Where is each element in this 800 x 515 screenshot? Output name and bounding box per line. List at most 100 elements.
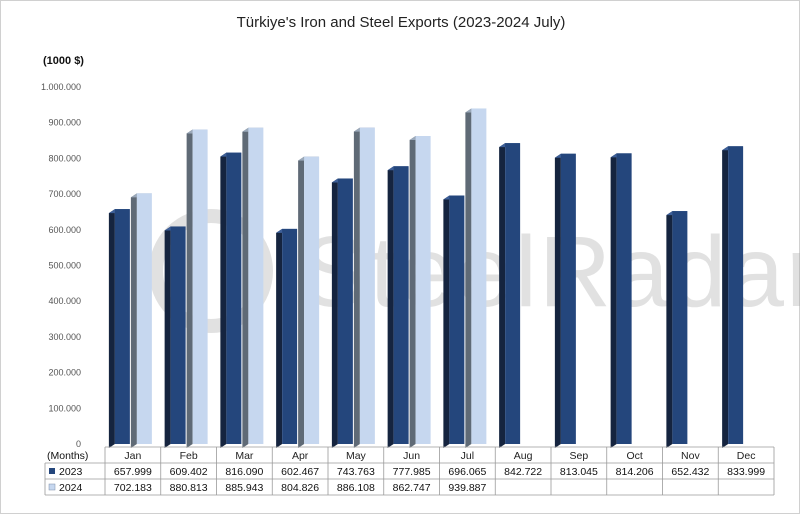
y-tick-label: 900.000 — [48, 118, 81, 128]
bar-2023-may — [331, 178, 353, 448]
x-tick-label: Apr — [292, 450, 309, 462]
bar-front — [170, 226, 186, 444]
bar-2023-dec — [722, 146, 744, 448]
bar-side — [722, 146, 729, 448]
data-label-2024-feb: 880.813 — [170, 482, 208, 494]
data-label-2024-jul: 939.887 — [448, 482, 486, 494]
bar-side — [186, 129, 193, 449]
chart-title: Türkiye's Iron and Steel Exports (2023-2… — [237, 14, 566, 31]
bar-2024-jan — [130, 193, 152, 448]
y-tick-label: 200.000 — [48, 368, 81, 378]
unit-label: (1000 $) — [43, 55, 84, 67]
data-label-2023-aug: 842.722 — [504, 466, 542, 478]
bar-side — [220, 152, 227, 448]
bar-front — [337, 178, 353, 444]
bar-front — [114, 209, 130, 444]
y-tick-label: 400.000 — [48, 296, 81, 306]
bar-2023-nov — [666, 211, 688, 448]
legend-label-2024: 2024 — [59, 482, 83, 494]
bar-front — [226, 152, 242, 444]
bar-2023-jan — [108, 209, 130, 448]
bar-2024-feb — [186, 129, 208, 449]
bar-front — [449, 195, 465, 444]
data-label-2023-feb: 609.402 — [170, 466, 208, 478]
bar-front — [415, 135, 431, 444]
data-label-2023-mar: 816.090 — [225, 466, 263, 478]
bar-front — [560, 153, 576, 445]
bar-side — [164, 226, 171, 448]
bar-front — [505, 143, 521, 444]
bar-side — [387, 166, 394, 449]
bar-side — [610, 153, 617, 448]
bar-2023-oct — [610, 153, 632, 448]
bar-front — [616, 153, 632, 444]
y-tick-label: 0 — [76, 439, 81, 449]
bar-front — [192, 129, 208, 445]
x-tick-label: May — [346, 450, 367, 462]
bar-2023-jul — [443, 195, 465, 448]
y-tick-label: 500.000 — [48, 261, 81, 271]
data-label-2024-may: 886.108 — [337, 482, 375, 494]
data-label-2023-dec: 833.999 — [727, 466, 765, 478]
bar-side — [409, 135, 416, 448]
data-label-2023-jan: 657.999 — [114, 466, 152, 478]
x-tick-label: Oct — [626, 450, 642, 462]
x-tick-label: Mar — [235, 450, 254, 462]
data-label-2023-oct: 814.206 — [616, 466, 654, 478]
bar-2023-sep — [554, 153, 576, 449]
x-tick-label: Dec — [737, 450, 756, 462]
data-label-2023-nov: 652.432 — [671, 466, 709, 478]
y-tick-label: 100.000 — [48, 403, 81, 413]
bar-front — [282, 228, 298, 444]
bar-front — [728, 146, 744, 444]
bar-2023-mar — [220, 152, 242, 448]
y-tick-label: 600.000 — [48, 225, 81, 235]
data-label-2024-apr: 804.826 — [281, 482, 319, 494]
bar-side — [443, 195, 450, 448]
y-tick-label: 1.000.000 — [41, 82, 81, 92]
bar-2024-may — [353, 127, 375, 448]
bar-side — [465, 108, 472, 449]
y-tick-label: 800.000 — [48, 153, 81, 163]
bars — [108, 108, 744, 449]
bar-2024-jul — [465, 108, 487, 449]
bar-front — [248, 127, 264, 444]
bar-side — [554, 153, 561, 449]
bar-side — [242, 127, 249, 448]
bar-2024-jun — [409, 135, 431, 448]
watermark: SteelRadar — [301, 216, 800, 328]
y-tick-label: 300.000 — [48, 332, 81, 342]
x-tick-label: Nov — [681, 450, 700, 462]
bar-2023-feb — [164, 226, 186, 448]
x-tick-label: Jan — [124, 450, 141, 462]
data-label-2023-apr: 602.467 — [281, 466, 319, 478]
bar-side — [353, 127, 360, 448]
bar-2023-apr — [276, 228, 298, 448]
bar-side — [108, 209, 115, 448]
bar-2024-mar — [242, 127, 264, 448]
data-table: (Months) Jan Feb Mar Apr May Jun Jul Aug Sep Oct N… — [44, 446, 775, 496]
x-tick-label: Aug — [514, 450, 533, 462]
y-tick-label: 700.000 — [48, 189, 81, 199]
bar-side — [499, 143, 506, 448]
data-label-2023-may: 743.763 — [337, 466, 375, 478]
legend-swatch-2024 — [48, 483, 56, 491]
bar-front — [672, 211, 688, 444]
y-axis: 0 100.000 200.000 300.000 400.000 500.000 600.… — [41, 82, 81, 449]
bar-2024-apr — [298, 156, 320, 448]
bar-front — [359, 127, 375, 444]
data-label-2024-mar: 885.943 — [225, 482, 263, 494]
table-grid — [44, 446, 775, 496]
data-label-2024-jun: 862.747 — [393, 482, 431, 494]
bar-side — [298, 156, 305, 448]
data-label-2024-jan: 702.183 — [114, 482, 152, 494]
table-header: (Months) — [47, 450, 88, 462]
data-label-2023-sep: 813.045 — [560, 466, 598, 478]
legend-swatch-2023 — [49, 468, 55, 474]
x-tick-label: Jul — [461, 450, 474, 462]
bar-side — [130, 193, 137, 448]
bar-front — [136, 193, 152, 444]
legend-label-2023: 2023 — [59, 466, 83, 478]
